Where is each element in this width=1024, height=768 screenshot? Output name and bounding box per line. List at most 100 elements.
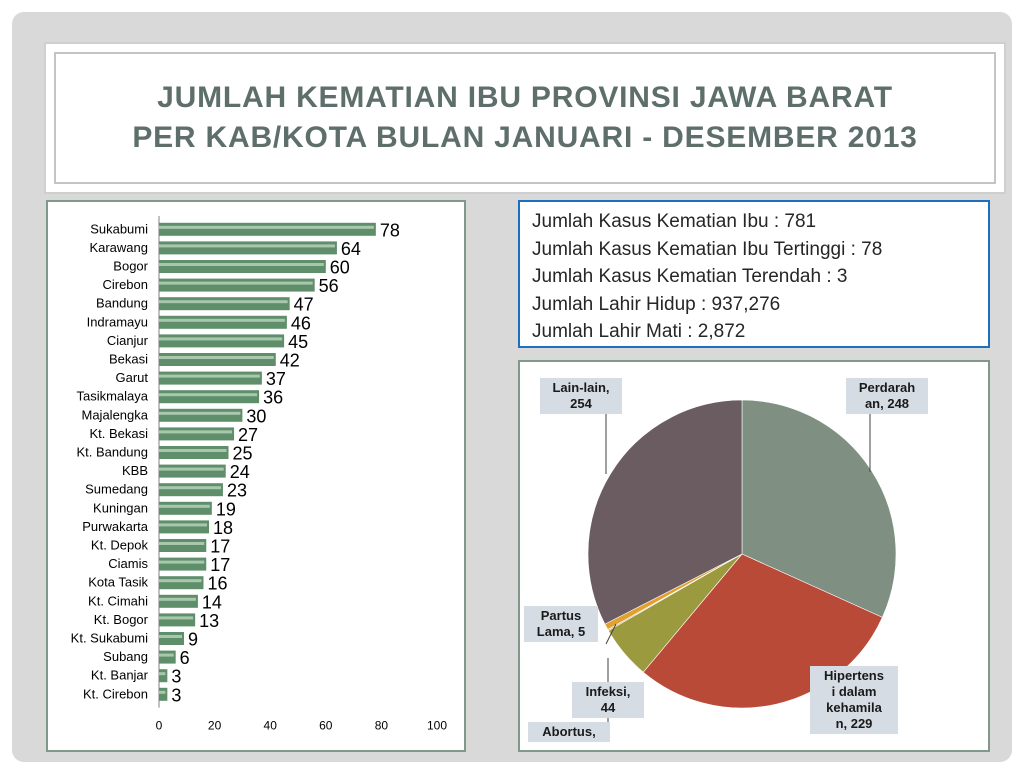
bar-highlight-majalengka	[159, 411, 241, 415]
title-box: JUMLAH KEMATIAN IBU PROVINSI JAWA BARAT …	[44, 42, 1006, 194]
bar-value-sukabumi: 78	[380, 220, 400, 240]
bar-highlight-bekasi	[159, 356, 274, 359]
bar-cianjur	[159, 334, 285, 348]
bar-highlight-cirebon	[159, 281, 313, 285]
bar-highlight-kt-cimahi	[159, 597, 196, 601]
pie-label-hipertensi: Hipertens i dalam kehamila n, 229	[810, 666, 898, 734]
bar-label-cirebon: Cirebon	[102, 277, 148, 292]
bar-value-kt-cirebon: 3	[171, 685, 181, 705]
bar-highlight-indramayu	[159, 318, 285, 322]
bar-label-bekasi: Bekasi	[109, 352, 148, 367]
bar-highlight-kt-sukabumi	[159, 635, 183, 638]
stat-total: Jumlah Kasus Kematian Ibu : 781	[532, 211, 817, 232]
bar-highlight-bandung	[159, 300, 288, 304]
bar-sumedang	[159, 483, 223, 497]
bar-chart-panel: Sukabumi 78 Karawang 64 Bogor 60 Cirebon 56 Band…	[46, 200, 466, 752]
bar-label-bandung: Bandung	[96, 296, 148, 311]
title-line-1: JUMLAH KEMATIAN IBU PROVINSI JAWA BARAT	[157, 81, 893, 114]
bar-value-garut: 37	[266, 369, 286, 389]
bar-indramayu	[159, 315, 287, 329]
bar-label-kuningan: Kuningan	[93, 500, 148, 515]
bar-label-majalengka: Majalengka	[82, 407, 149, 422]
bar-highlight-kota-tasik	[159, 579, 202, 583]
bar-purwakarta	[159, 520, 210, 534]
bar-label-kt-depok: Kt. Depok	[91, 538, 149, 553]
bar-garut	[159, 371, 262, 385]
bar-kbb	[159, 464, 226, 478]
bar-label-cianjur: Cianjur	[107, 333, 149, 348]
bar-value-kt-bogor: 13	[199, 611, 219, 631]
x-tick-80: 80	[375, 719, 389, 733]
title-inner: JUMLAH KEMATIAN IBU PROVINSI JAWA BARAT …	[54, 52, 996, 184]
bar-highlight-kt-cirebon	[159, 690, 166, 694]
pie-slice-perdarahan	[741, 399, 897, 618]
bar-highlight-sukabumi	[159, 225, 374, 229]
bar-value-bekasi: 42	[280, 351, 300, 371]
x-tick-20: 20	[208, 719, 222, 733]
bar-label-kt-cimahi: Kt. Cimahi	[88, 593, 148, 608]
x-tick-60: 60	[319, 719, 333, 733]
bar-highlight-kuningan	[159, 504, 210, 508]
bar-label-sukabumi: Sukabumi	[90, 221, 148, 236]
bar-label-kt-banjar: Kt. Banjar	[91, 668, 149, 683]
pie-slice-lain-lain	[587, 399, 743, 625]
bar-value-ciamis: 17	[210, 555, 230, 575]
pie-label-lainlain: Lain-lain, 254	[540, 378, 622, 414]
bar-highlight-garut	[159, 374, 260, 378]
bar-highlight-ciamis	[159, 560, 205, 564]
bar-label-purwakarta: Purwakarta	[82, 519, 149, 534]
bar-highlight-cianjur	[159, 337, 283, 341]
bar-bekasi	[159, 353, 276, 366]
bar-value-bogor: 60	[330, 258, 350, 278]
bar-value-majalengka: 30	[246, 406, 266, 426]
bar-value-bandung: 47	[294, 295, 314, 315]
bar-value-purwakarta: 18	[213, 518, 233, 538]
bar-highlight-subang	[159, 653, 174, 657]
bar-kuningan	[159, 501, 212, 515]
bar-bandung	[159, 297, 290, 311]
title-line-2: PER KAB/KOTA BULAN JANUARI - DESEMBER 20…	[132, 121, 918, 154]
pie-label-infeksi: Infeksi, 44	[572, 682, 644, 718]
bar-label-ciamis: Ciamis	[108, 556, 148, 571]
bar-kt-banjar	[159, 669, 168, 683]
bar-value-kota-tasik: 16	[207, 574, 227, 594]
bar-sukabumi	[159, 222, 376, 236]
bar-highlight-purwakarta	[159, 523, 208, 527]
bar-value-kt-banjar: 3	[171, 667, 181, 687]
stat-stillbirths: Jumlah Lahir Mati : 2,872	[532, 321, 746, 342]
bar-value-kbb: 24	[230, 462, 250, 482]
bar-kt-bekasi	[159, 427, 235, 441]
bar-label-kt-bekasi: Kt. Bekasi	[89, 426, 148, 441]
pie-leader-line-2	[605, 623, 617, 645]
x-tick-0: 0	[156, 719, 163, 733]
bar-kt-bogor	[159, 613, 196, 627]
stat-live-births: Jumlah Lahir Hidup : 937,276	[532, 293, 781, 315]
bar-highlight-kbb	[159, 467, 224, 471]
stat-lowest: Jumlah Kasus Kematian Terendah : 3	[532, 266, 848, 287]
x-tick-100: 100	[427, 719, 447, 733]
bar-highlight-sumedang	[159, 486, 221, 490]
bar-value-indramayu: 46	[291, 313, 311, 333]
bar-value-kt-bekasi: 27	[238, 425, 258, 445]
bar-value-cianjur: 45	[288, 332, 308, 352]
bar-label-garut: Garut	[115, 370, 148, 385]
bar-kt-sukabumi	[159, 632, 185, 645]
bar-kt-cirebon	[159, 687, 168, 701]
pie-chart	[587, 399, 897, 722]
bar-label-kota-tasik: Kota Tasik	[88, 575, 148, 590]
bar-kt-bandung	[159, 446, 229, 459]
bar-highlight-kt-bogor	[159, 616, 194, 620]
bar-label-kt-sukabumi: Kt. Sukabumi	[71, 631, 148, 646]
bar-value-kuningan: 19	[216, 499, 236, 519]
pie-chart-panel: Lain-lain, 254 Perdarah an, 248 Partus Lama…	[518, 360, 990, 752]
bar-highlight-tasikmalaya	[159, 393, 258, 397]
pie-label-abortus: Abortus,	[528, 722, 610, 742]
bar-karawang	[159, 241, 337, 255]
bar-subang	[159, 650, 176, 664]
bar-value-kt-cimahi: 14	[202, 592, 222, 612]
bar-cirebon	[159, 278, 315, 292]
bar-label-tasikmalaya: Tasikmalaya	[76, 389, 148, 404]
bar-value-cirebon: 56	[319, 276, 339, 296]
bar-label-kbb: KBB	[122, 463, 148, 478]
